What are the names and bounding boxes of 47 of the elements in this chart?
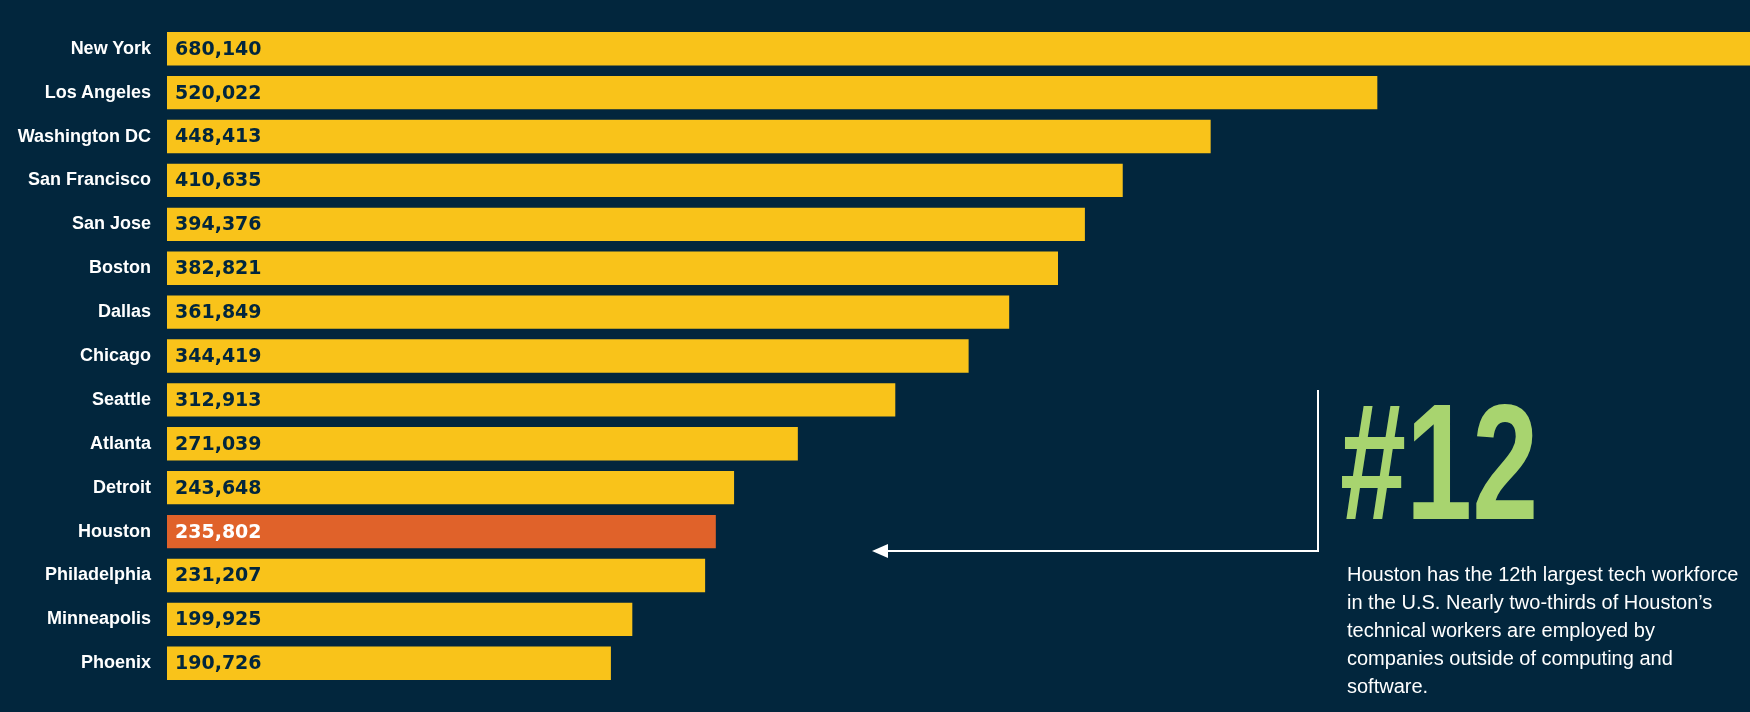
- y-tick-label: New York: [70, 37, 152, 58]
- bar: [167, 558, 706, 593]
- y-tick-label: Dallas: [97, 301, 151, 322]
- data-label: 520,022: [175, 80, 262, 103]
- data-label: 394,376: [175, 212, 262, 235]
- data-label: 361,849: [175, 300, 262, 323]
- data-label: 231,207: [175, 563, 262, 586]
- bar: [167, 646, 611, 680]
- data-label: 235,802: [175, 519, 262, 542]
- y-tick-label: Chicago: [79, 344, 151, 365]
- bar: [167, 602, 633, 637]
- bar: [167, 163, 1123, 198]
- data-label: 199,925: [175, 607, 262, 630]
- data-label: 448,413: [175, 124, 262, 147]
- y-tick-label: Atlanta: [89, 432, 152, 453]
- y-tick-label: San Francisco: [27, 169, 151, 190]
- annotation: Houston has the 12th largest tech workforce in the U.S. Nearly two-thirds of Houston’s technical workers are employed by companies outside of computing and software.: [1347, 562, 1739, 699]
- bar: [167, 339, 969, 373]
- bar: [167, 514, 716, 549]
- bar: [167, 75, 1378, 110]
- y-tick-label: Washington DC: [17, 125, 151, 146]
- bar: [167, 383, 896, 417]
- data-label: 410,635: [175, 168, 262, 191]
- y-tick-label: Detroit: [93, 476, 151, 497]
- y-tick-label: Houston: [78, 520, 151, 541]
- data-label: 382,821: [175, 256, 262, 279]
- bar: [167, 471, 735, 505]
- bar: [167, 251, 1058, 285]
- y-tick-label: San Jose: [71, 213, 151, 234]
- data-label: 344,419: [175, 343, 262, 366]
- y-tick-label: Los Angeles: [44, 81, 151, 102]
- y-tick-label: Phoenix: [80, 652, 151, 673]
- annotation: #12: [1340, 370, 1539, 554]
- bar: [167, 427, 798, 461]
- data-label: 190,726: [175, 651, 262, 674]
- bar: [167, 295, 1010, 329]
- bar: [167, 32, 1750, 66]
- bar: [167, 119, 1211, 154]
- data-label: 271,039: [175, 431, 262, 454]
- y-tick-label: Seattle: [91, 388, 151, 409]
- data-label: 312,913: [175, 387, 262, 410]
- data-label: 243,648: [175, 475, 262, 498]
- y-tick-label: Philadelphia: [44, 564, 152, 585]
- y-tick-label: Boston: [89, 257, 151, 278]
- data-label: 680,140: [175, 36, 262, 59]
- y-tick-label: Minneapolis: [46, 608, 151, 629]
- bar: [167, 207, 1085, 241]
